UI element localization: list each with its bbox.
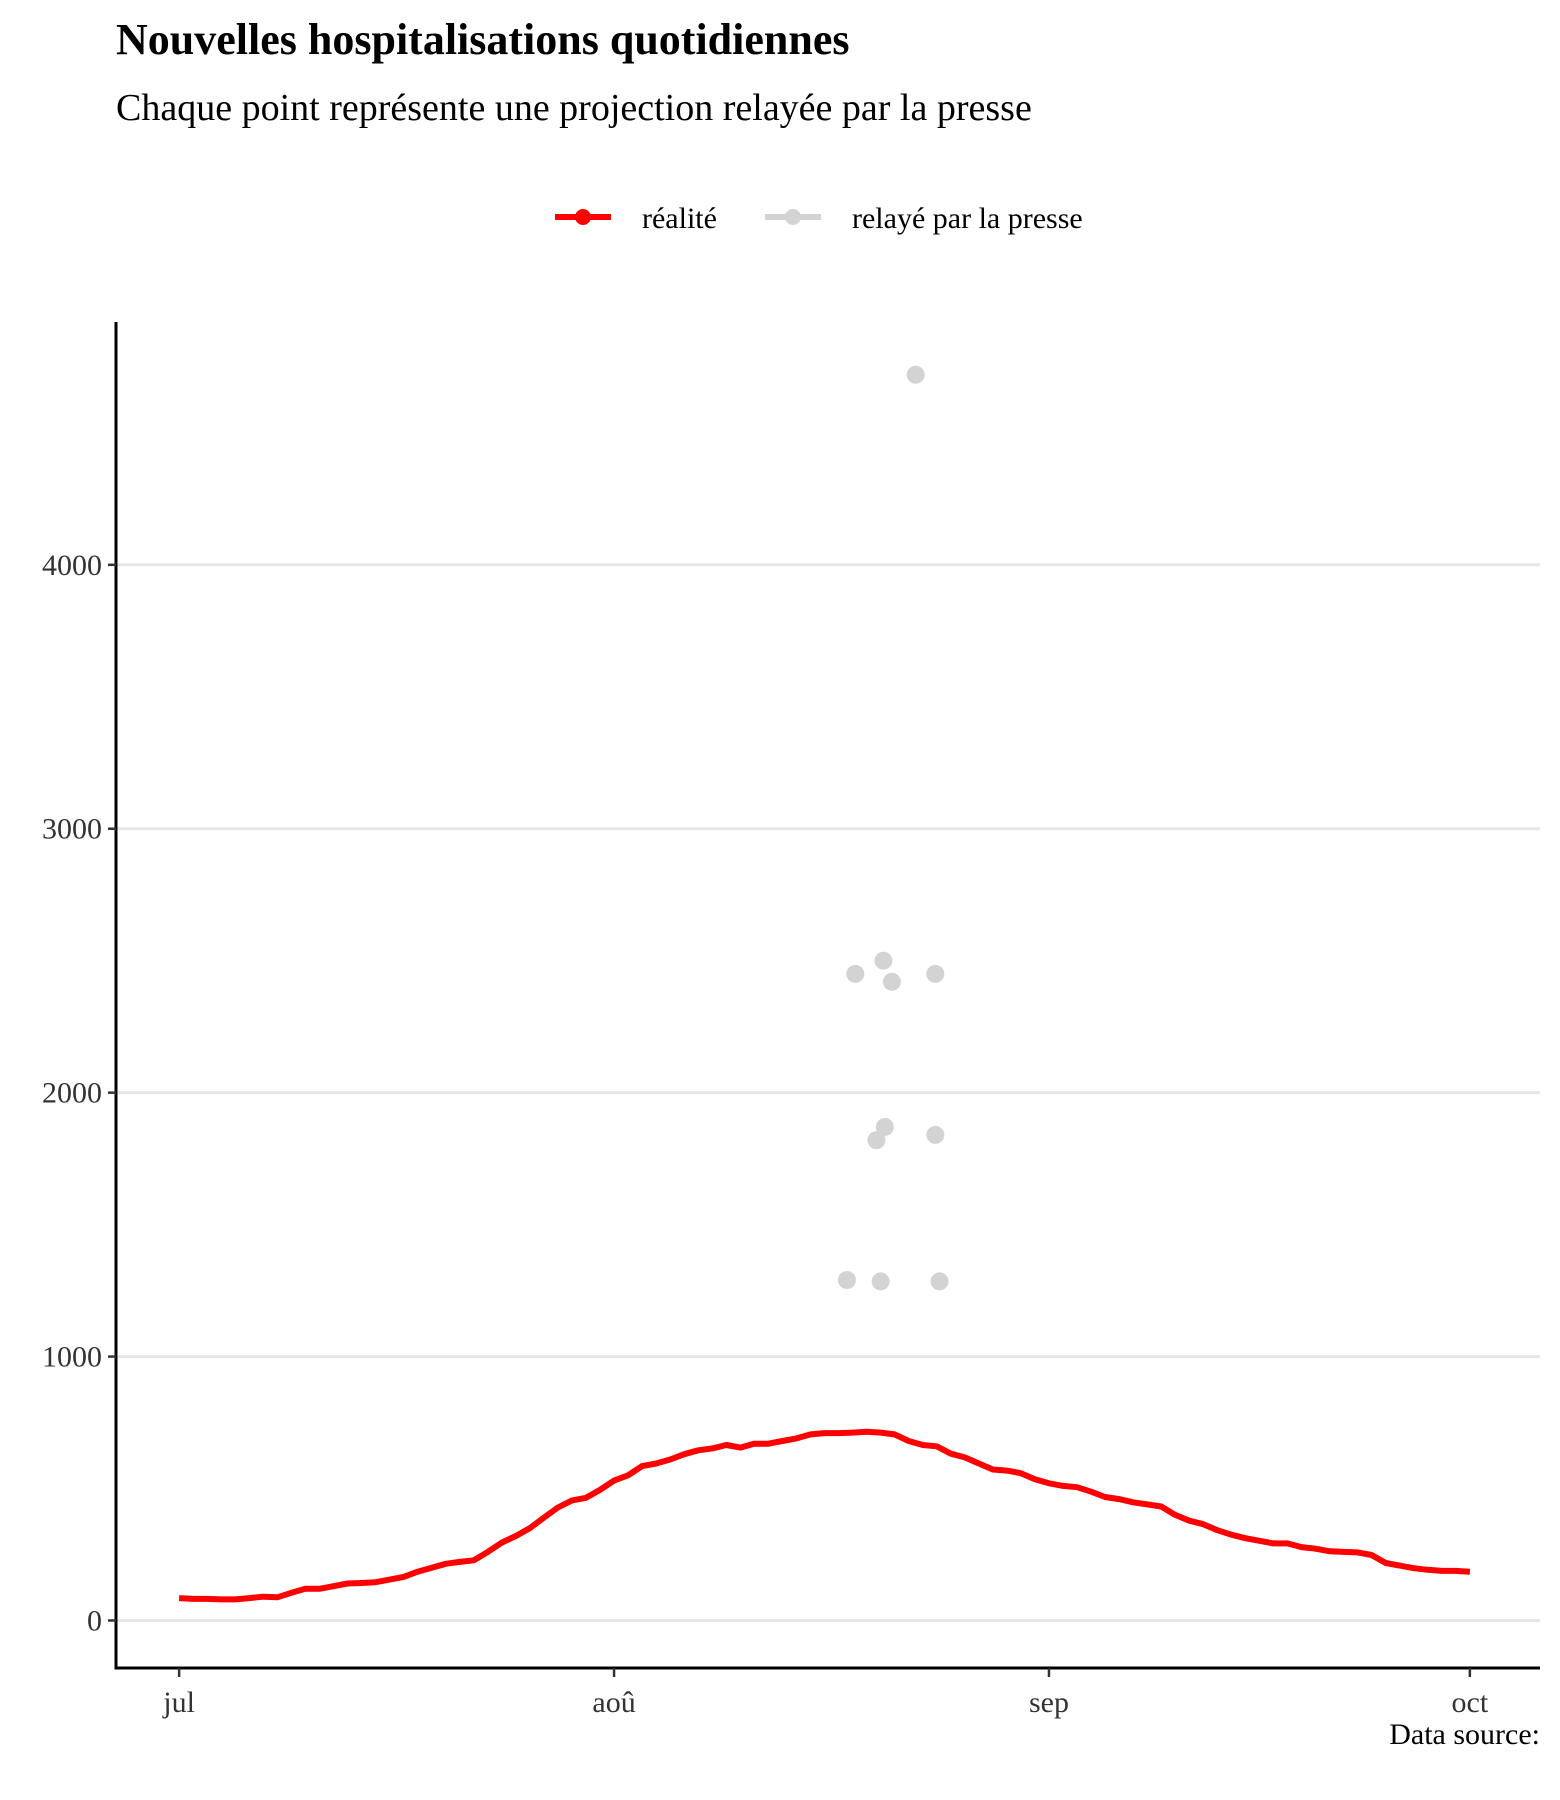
y-tick-label-1000: 1000 (42, 1341, 102, 1374)
legend-key-point-realite (575, 209, 591, 225)
y-tick-label-0: 0 (87, 1604, 102, 1637)
grid-lines (116, 563, 1540, 1622)
press-projection-point-6 (867, 1131, 886, 1150)
data-source-caption: Data source: (1389, 1718, 1540, 1751)
press-projection-point-7 (875, 1117, 894, 1136)
x-tick-label-aoû: aoû (592, 1686, 635, 1719)
press-projection-point-11 (930, 1272, 949, 1291)
legend: réalité relayé par la presse (555, 202, 1083, 235)
press-projection-point-4 (882, 972, 901, 991)
press-projection-point-8 (926, 1125, 945, 1144)
axes (108, 322, 1540, 1677)
press-projection-point-5 (926, 964, 945, 983)
press-projection-point-9 (837, 1271, 856, 1290)
press-projection-point-1 (906, 365, 925, 384)
legend-key-point-presse (785, 209, 801, 225)
y-tick-label-3000: 3000 (42, 813, 102, 846)
legend-label-realite: réalité (642, 202, 717, 235)
y-tick-label-2000: 2000 (42, 1077, 102, 1110)
realite-line (178, 1428, 1471, 1603)
press-projection-point-10 (871, 1272, 890, 1291)
x-tick-label-oct: oct (1452, 1686, 1489, 1719)
series-layer (178, 365, 1471, 1603)
chart-subtitle: Chaque point représente une projection r… (116, 87, 1032, 129)
x-tick-labels: jul aoû sep oct (162, 1686, 1489, 1719)
x-tick-label-jul: jul (162, 1686, 195, 1719)
press-projection-point-3 (874, 951, 893, 970)
y-tick-labels: 0 1000 2000 3000 4000 (42, 549, 102, 1638)
y-tick-label-4000: 4000 (42, 549, 102, 582)
legend-label-presse: relayé par la presse (852, 202, 1083, 235)
chart-title: Nouvelles hospitalisations quotidiennes (116, 15, 850, 64)
x-tick-label-sep: sep (1029, 1686, 1069, 1719)
press-projection-point-2 (846, 964, 865, 983)
